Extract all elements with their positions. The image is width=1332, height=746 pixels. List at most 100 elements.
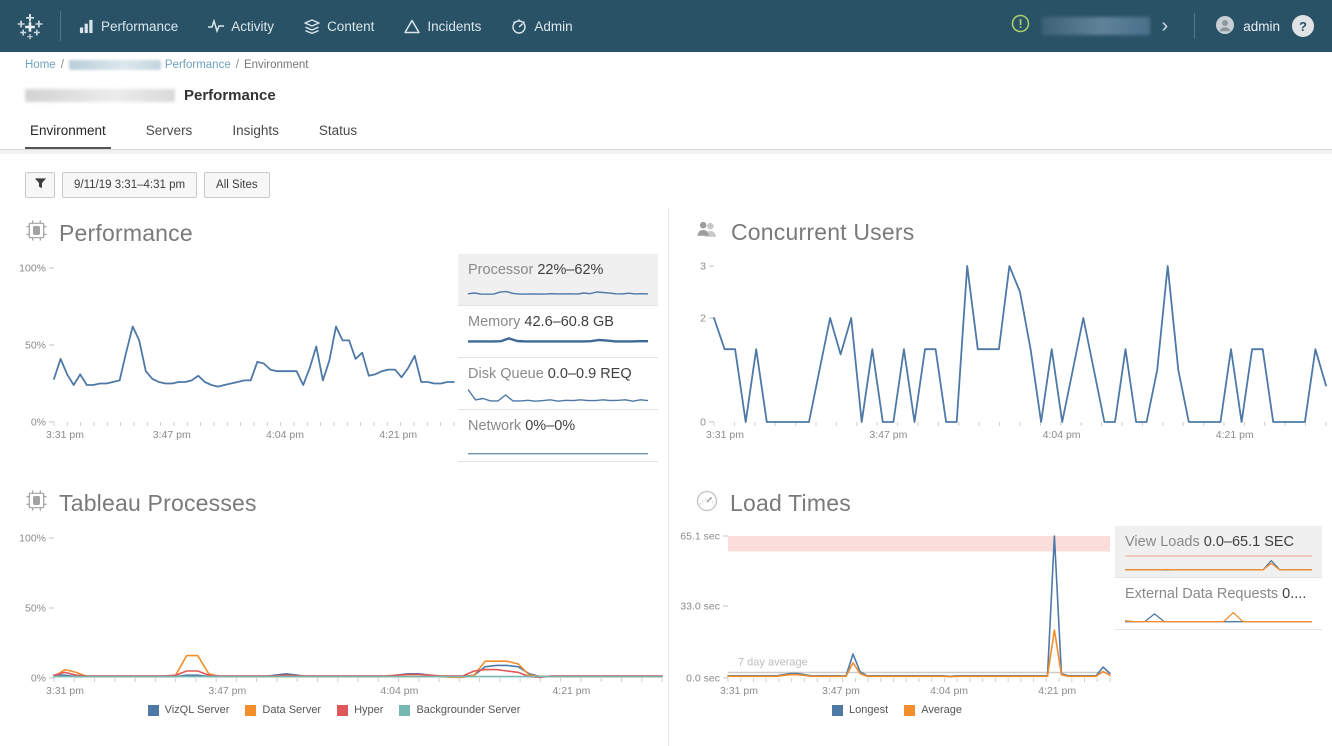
load-times-chart[interactable]: 0.0 sec 33.0 sec 65.1 sec 3:31 pm 3:47 pm 4:0… — [680, 530, 1114, 700]
concurrent-users-section-header: Concurrent Users — [695, 219, 914, 246]
svg-text:50%: 50% — [25, 603, 46, 615]
metric-processor[interactable]: Processor 22%–62% — [458, 254, 658, 306]
funnel-icon — [34, 177, 47, 193]
processes-legend[interactable]: VizQL Server Data Server Hyper Backgrounder… — [0, 704, 668, 716]
metric-memory[interactable]: Memory 42.6–60.8 GB — [458, 306, 658, 358]
redacted-site-name — [68, 60, 161, 70]
activity-icon — [208, 19, 225, 33]
tab-insights[interactable]: Insights — [232, 123, 279, 138]
breadcrumb-separator: / — [60, 59, 64, 71]
metric-disk-queue[interactable]: Disk Queue 0.0–0.9 REQ — [458, 358, 658, 410]
metric-external-data-requests[interactable]: External Data Requests 0.... — [1115, 578, 1322, 630]
tab-bar: Environment Servers Insights Status — [25, 119, 362, 150]
svg-text:7 day average: 7 day average — [738, 657, 808, 669]
svg-text:3:47 pm: 3:47 pm — [822, 685, 860, 697]
metric-label: View Loads — [1125, 534, 1200, 550]
tab-divider — [0, 149, 1332, 150]
legend-label: Data Server — [262, 704, 322, 716]
processes-chart[interactable]: 0% 50% 100% 3:31 pm 3:47 pm 4:04 pm 4:21 pm — [16, 532, 666, 700]
nav-item-label: Incidents — [427, 18, 482, 34]
svg-text:0: 0 — [700, 417, 706, 429]
breadcrumb-parent-link[interactable]: Performance — [68, 59, 231, 71]
svg-text:4:21 pm: 4:21 pm — [552, 685, 590, 697]
section-title: Load Times — [730, 490, 851, 516]
redacted-site-title — [25, 89, 175, 102]
load-metrics-panel: View Loads 0.0–65.1 SEC External Data Re… — [1115, 526, 1322, 630]
nav-item-performance[interactable]: Performance — [79, 19, 178, 34]
column-divider — [668, 208, 669, 746]
load-times-section-header: Load Times — [695, 489, 851, 518]
metric-view-loads[interactable]: View Loads 0.0–65.1 SEC — [1115, 526, 1322, 578]
svg-text:100%: 100% — [19, 263, 46, 275]
nav-item-activity[interactable]: Activity — [208, 19, 274, 34]
metric-label: External Data Requests — [1125, 586, 1279, 602]
layers-icon — [304, 18, 320, 34]
performance-chart[interactable]: 0% 50% 100% 3:31 pm 3:47 pm 4:04 pm 4:21 pm — [16, 262, 458, 444]
load-times-legend[interactable]: Longest Average — [680, 704, 1114, 716]
svg-text:4:04 pm: 4:04 pm — [930, 685, 968, 697]
legend-item[interactable]: Longest — [832, 704, 888, 716]
legend-swatch — [904, 704, 916, 716]
user-menu[interactable]: admin — [1215, 15, 1280, 38]
disk-queue-sparkline — [467, 386, 649, 404]
svg-text:0%: 0% — [31, 417, 46, 429]
nav-item-incidents[interactable]: Incidents — [404, 19, 481, 34]
top-nav: Performance Activity Content Incidents A… — [0, 0, 1332, 52]
concurrent-users-chart[interactable]: 0 2 3 3:31 pm 3:47 pm 4:04 pm 4:21 pm — [690, 260, 1330, 444]
svg-text:50%: 50% — [25, 340, 46, 352]
processor-sparkline — [467, 282, 649, 300]
chevron-right-icon[interactable]: › — [1161, 15, 1169, 37]
bar-chart-icon — [79, 19, 94, 34]
memory-sparkline — [468, 334, 648, 352]
svg-text:3:47 pm: 3:47 pm — [208, 685, 246, 697]
help-icon[interactable]: ? — [1292, 15, 1314, 37]
svg-text:4:04 pm: 4:04 pm — [1043, 429, 1081, 441]
section-title: Tableau Processes — [59, 489, 257, 516]
svg-text:4:21 pm: 4:21 pm — [1038, 685, 1076, 697]
legend-item[interactable]: VizQL Server — [147, 704, 229, 716]
svg-text:3:31 pm: 3:31 pm — [706, 429, 744, 441]
tab-divider-shadow — [0, 150, 1332, 154]
legend-item[interactable]: Average — [904, 704, 962, 716]
metric-network[interactable]: Network 0%–0% — [458, 410, 658, 462]
nav-item-admin[interactable]: Admin — [511, 18, 573, 34]
filter-button[interactable] — [25, 172, 55, 198]
svg-text:65.1 sec: 65.1 sec — [680, 531, 720, 543]
filter-row: 9/11/19 3:31–4:31 pm All Sites — [25, 172, 270, 198]
legend-label: Longest — [849, 704, 889, 716]
gauge-icon — [511, 18, 527, 34]
alert-circle-icon[interactable] — [1011, 14, 1030, 38]
metric-label: Processor — [468, 262, 534, 278]
metric-label: Memory — [468, 314, 521, 330]
svg-text:3:47 pm: 3:47 pm — [153, 429, 191, 441]
nav-item-content[interactable]: Content — [304, 19, 374, 34]
tab-environment[interactable]: Environment — [25, 119, 111, 150]
tableau-logo[interactable] — [0, 0, 60, 52]
nav-item-label: Content — [327, 18, 375, 34]
warning-triangle-icon — [404, 19, 421, 34]
tab-servers[interactable]: Servers — [145, 123, 193, 138]
legend-item[interactable]: Hyper — [337, 704, 383, 716]
redacted-server-name[interactable] — [1041, 17, 1150, 35]
metric-value: 22%–62% — [537, 262, 604, 278]
legend-item[interactable]: Data Server — [245, 704, 321, 716]
legend-swatch — [147, 704, 159, 716]
metric-value: 42.6–60.8 GB — [524, 314, 614, 330]
legend-swatch — [245, 704, 257, 716]
date-range-button[interactable]: 9/11/19 3:31–4:31 pm — [62, 172, 198, 198]
svg-text:0.0 sec: 0.0 sec — [686, 673, 720, 685]
legend-label: Hyper — [354, 704, 384, 716]
metric-value: 0.0–65.1 SEC — [1203, 534, 1295, 550]
performance-section-header: Performance — [25, 219, 193, 247]
nav-item-label: Admin — [534, 18, 573, 34]
svg-text:3:31 pm: 3:31 pm — [720, 685, 758, 697]
svg-text:100%: 100% — [19, 533, 46, 545]
legend-swatch — [832, 704, 844, 716]
avatar-icon — [1215, 15, 1235, 38]
all-sites-button[interactable]: All Sites — [204, 172, 270, 198]
tab-status[interactable]: Status — [318, 123, 358, 138]
legend-item[interactable]: Backgrounder Server — [399, 704, 520, 716]
breadcrumb-home-link[interactable]: Home — [25, 59, 56, 71]
network-sparkline — [468, 438, 648, 456]
metric-label: Disk Queue — [468, 366, 544, 382]
